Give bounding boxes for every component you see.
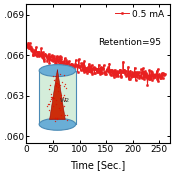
Text: Retention=95: Retention=95 [98,38,161,46]
0.5 mA [164,73,166,75]
Polygon shape [50,69,65,120]
0.5 mA [110,72,113,74]
0.5 mA [26,46,28,48]
Text: W2: W2 [60,98,70,103]
Ellipse shape [39,118,76,130]
0.5 mA [108,71,110,73]
0.5 mA [108,62,110,65]
0.5 mA [26,44,28,46]
Polygon shape [39,71,76,124]
Line: 0.5 mA: 0.5 mA [26,41,166,86]
Legend: 0.5 mA: 0.5 mA [114,9,165,19]
X-axis label: Time [Sec.]: Time [Sec.] [70,160,126,170]
0.5 mA [27,42,29,44]
0.5 mA [152,74,154,76]
Ellipse shape [39,65,76,77]
0.5 mA [147,84,149,86]
0.5 mA [142,71,144,73]
